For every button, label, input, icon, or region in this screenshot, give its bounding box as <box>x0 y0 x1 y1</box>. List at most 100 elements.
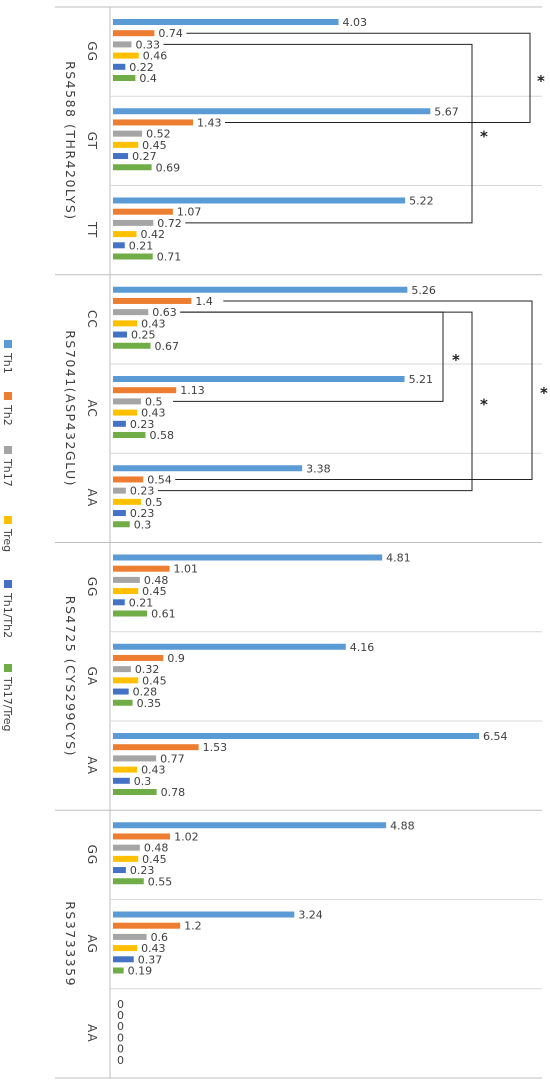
genotype-label: AA <box>85 756 99 775</box>
genotype-label: GG <box>85 577 99 598</box>
significance-star: * <box>480 395 488 413</box>
chart-frame <box>55 6 542 1079</box>
bar-th1-th2 <box>113 599 125 606</box>
bar-th17 <box>113 576 140 583</box>
data-label: 0.54 <box>147 473 172 486</box>
snp-label: RS7041(ASP432GLU) <box>63 330 78 487</box>
bar-th1-th2 <box>113 777 130 784</box>
data-label: 4.81 <box>386 552 411 565</box>
bar-treg <box>113 409 138 416</box>
data-label: 1.43 <box>197 116 222 129</box>
bar-th1-th2 <box>113 331 127 338</box>
bar-th17 <box>113 487 126 494</box>
data-label: 3.24 <box>298 909 323 922</box>
bar-treg <box>113 498 141 505</box>
bar-th1 <box>113 822 387 829</box>
legend-label: Th17/Treg <box>1 676 14 732</box>
legend-swatch <box>4 664 12 672</box>
bar-th17-treg <box>113 521 130 528</box>
bar-th2 <box>113 922 181 929</box>
category-labels: RS4588 (THR420LYS) GG GT TT RS7041(ASP432GLU… <box>63 41 99 1042</box>
bar-treg <box>113 945 138 952</box>
data-label: 0.71 <box>157 251 182 264</box>
data-label: 0.45 <box>142 674 167 687</box>
data-label: 0.5 <box>145 496 163 509</box>
data-label: 0.45 <box>142 585 167 598</box>
data-label: 5.26 <box>411 284 436 297</box>
bar-th17 <box>113 309 149 316</box>
data-label: 0 <box>117 1020 124 1033</box>
bar-th2 <box>113 476 144 483</box>
data-label: 0.77 <box>160 752 185 765</box>
bar-th1-th2 <box>113 867 126 874</box>
data-label: 0.23 <box>130 864 155 877</box>
data-label: 0.22 <box>129 61 154 74</box>
bar-th1-th2 <box>113 510 126 517</box>
data-label: 0 <box>117 1054 124 1067</box>
data-label: 0.67 <box>154 340 179 353</box>
data-label: 4.88 <box>390 819 415 832</box>
data-label: 1.13 <box>180 384 205 397</box>
bar-th2 <box>113 297 192 304</box>
data-label: 5.21 <box>409 373 434 386</box>
bar-th1 <box>113 197 406 204</box>
bar-th17-treg <box>113 253 153 260</box>
bar-th17-treg <box>113 699 133 706</box>
data-label: 0.78 <box>161 786 186 799</box>
significance-bracket <box>172 311 444 402</box>
data-label: 0.46 <box>143 50 168 63</box>
bar-treg <box>113 588 139 595</box>
data-label: 0.33 <box>135 38 160 51</box>
bar-th1-th2 <box>113 420 126 427</box>
data-label: 1.4 <box>195 295 213 308</box>
bar-treg <box>113 52 139 59</box>
data-label: 0.21 <box>129 239 154 252</box>
bar-th2 <box>113 30 155 37</box>
bar-th2 <box>113 208 173 215</box>
bar-th1-th2 <box>113 688 129 695</box>
data-label: 3.38 <box>306 462 331 475</box>
bar-th2 <box>113 387 177 394</box>
bar-th1-th2 <box>113 242 125 249</box>
bar-th1 <box>113 733 479 739</box>
data-label: 0.6 <box>151 931 169 944</box>
significance-bracket <box>175 300 533 480</box>
genotype-label: GG <box>85 41 99 62</box>
bar-th2 <box>113 654 164 661</box>
data-label: 0.35 <box>137 697 162 710</box>
data-label: 0.48 <box>144 574 169 587</box>
bar-th17-treg <box>113 75 136 81</box>
snp-label: RS4588 (THR420LYS) <box>63 61 78 221</box>
data-label: 0.37 <box>138 953 163 966</box>
legend-label: Treg <box>1 528 14 552</box>
data-label: 0 <box>117 1043 124 1056</box>
significance-star: * <box>480 128 488 146</box>
bar-th2 <box>113 744 199 751</box>
data-label: 1.01 <box>174 563 199 576</box>
data-label: 0.25 <box>131 329 156 342</box>
data-label: 0.21 <box>129 596 154 609</box>
bar-th1 <box>113 465 303 472</box>
bar-th17 <box>113 666 131 673</box>
data-label: 0 <box>117 1031 124 1044</box>
legend-label: Th1/Th2 <box>1 592 14 638</box>
bar-treg <box>113 231 137 238</box>
data-label: 4.03 <box>343 16 368 29</box>
genotype-label: AC <box>85 399 99 417</box>
bar-th1-th2 <box>113 956 134 963</box>
data-label: 0.27 <box>132 150 157 163</box>
legend-swatch <box>4 340 12 348</box>
data-label: 0.55 <box>148 875 173 888</box>
genotype-label: GA <box>85 667 99 687</box>
data-label: 0.5 <box>145 395 163 408</box>
bar-th1 <box>113 911 295 918</box>
significance-star: * <box>452 351 460 369</box>
legend-swatch <box>4 516 12 524</box>
bar-treg <box>113 677 139 684</box>
data-label: 0.42 <box>141 228 166 241</box>
bar-treg <box>113 855 139 862</box>
bar-th17 <box>113 844 140 851</box>
data-label: 0.52 <box>146 128 171 141</box>
bar-th1 <box>113 376 405 382</box>
